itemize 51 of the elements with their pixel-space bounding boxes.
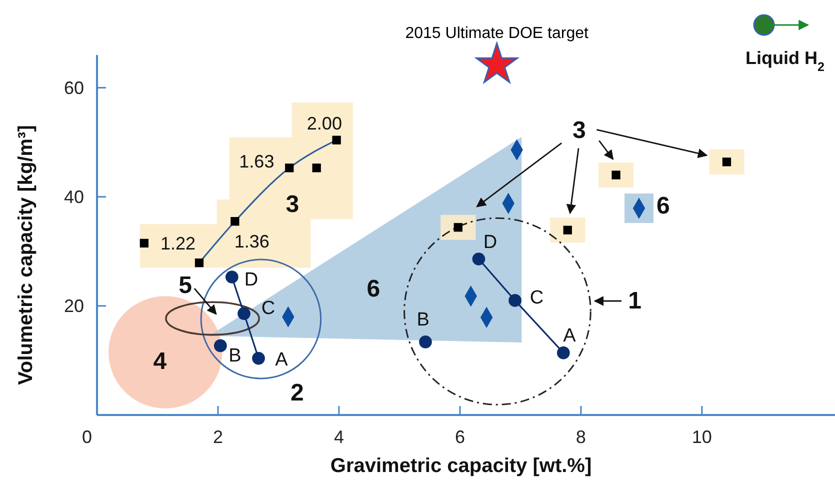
point (454, 223, 462, 232)
annotation: 5 (178, 272, 192, 300)
y-tick-label: 20 (64, 296, 84, 316)
point (230, 217, 240, 226)
x-tick-label: 10 (692, 427, 712, 447)
x-tick-label: 8 (576, 427, 586, 447)
y-tick-label: 60 (64, 78, 84, 98)
annotation: 1.36 (234, 231, 270, 252)
point (312, 164, 321, 172)
point (722, 158, 732, 166)
annotation: 3 (286, 190, 300, 218)
annotation: 1 (628, 287, 642, 314)
x-tick-label: 4 (334, 427, 344, 447)
point (285, 164, 294, 172)
annotation: 1.63 (239, 152, 274, 172)
x-tick-label: 6 (454, 427, 465, 447)
y-axis-title: Volumetric capacity [kg/m³] (15, 125, 37, 385)
x-tick-label: 2 (212, 427, 223, 447)
series-label: 2015 Ultimate DOE target (405, 24, 589, 42)
x-axis-title: Gravimetric capacity [wt.%] (330, 455, 592, 477)
point (140, 238, 149, 248)
annotation: B (416, 310, 430, 331)
annotation: B (228, 346, 242, 367)
annotation: 1.22 (160, 233, 196, 254)
annotation: D (244, 269, 258, 290)
y-tick-label: 40 (64, 187, 84, 208)
point (563, 226, 572, 234)
annotation: 6 (366, 275, 380, 302)
annotation: A (275, 349, 288, 370)
annotation: C (530, 287, 544, 308)
annotation: 2 (290, 379, 304, 406)
point (194, 258, 204, 268)
annotation: A (563, 325, 576, 346)
point (238, 307, 250, 320)
point (612, 170, 620, 180)
point (225, 270, 238, 284)
annotation: C (261, 298, 276, 320)
point (508, 294, 522, 307)
point (252, 352, 265, 365)
point (419, 335, 432, 348)
annotation: D (483, 232, 498, 254)
annotation: 3 (572, 117, 586, 144)
annotation: Liquid H$_{2}$ (746, 48, 824, 74)
point (214, 339, 227, 352)
annotation: 6 (656, 192, 670, 220)
point (332, 136, 341, 144)
annotation: 4 (153, 348, 168, 375)
point (556, 346, 570, 360)
annotation: 2.00 (306, 113, 342, 134)
point (472, 252, 486, 266)
x-tick-label: 0 (82, 427, 92, 447)
